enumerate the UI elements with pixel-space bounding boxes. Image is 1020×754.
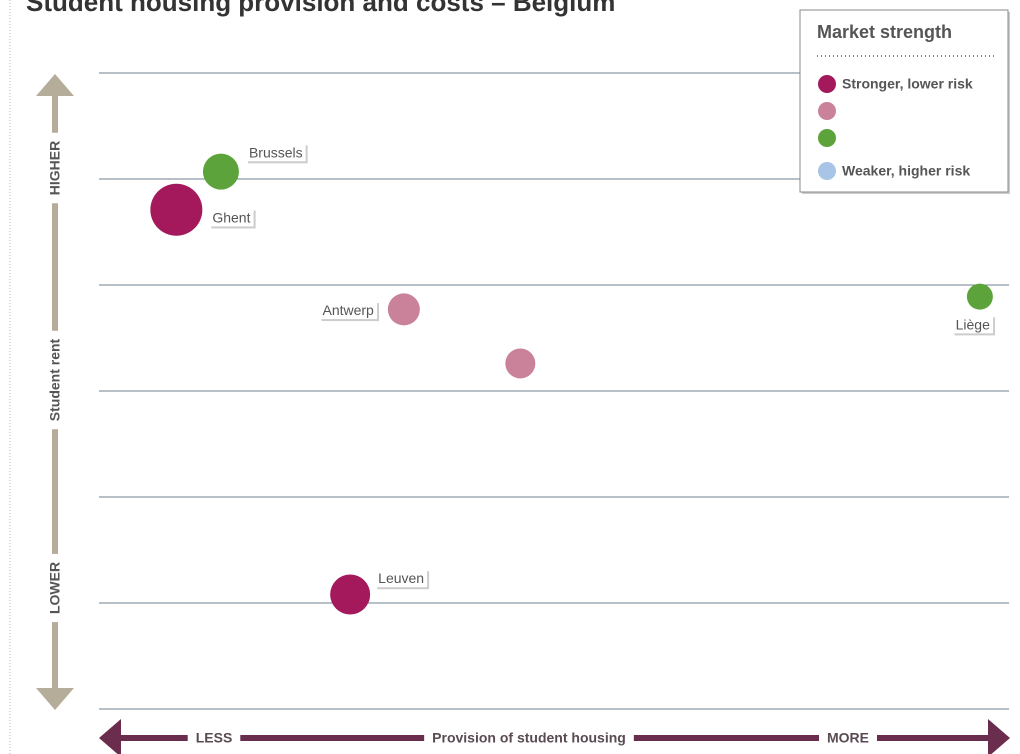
x-high-label-bg	[819, 727, 877, 749]
legend-label: Stronger, lower risk	[842, 76, 973, 92]
label-bg	[319, 301, 378, 320]
point-label: Antwerp	[322, 302, 374, 318]
legend-swatch	[818, 75, 836, 93]
y-axis-label: Student rent	[47, 338, 63, 421]
point-label-group: Antwerp	[319, 301, 380, 322]
legend-title: Market strength	[817, 22, 952, 42]
point-label-group: Leuven	[375, 569, 430, 590]
x-high-label: MORE	[827, 730, 869, 746]
point-label: Brussels	[249, 144, 303, 160]
bubble	[387, 293, 420, 326]
point-label-group: Liège	[952, 315, 996, 336]
y-high-label: HIGHER	[47, 141, 63, 195]
y-low-label-group: LOWER	[44, 553, 66, 623]
point-label-group: Brussels	[245, 143, 308, 164]
bubble	[505, 348, 536, 379]
y-low-label-bg	[44, 553, 66, 623]
x-axis-label-group: Provision of student housing	[424, 727, 634, 749]
legend-swatch	[818, 102, 836, 120]
y-axis-label-bg	[44, 330, 66, 430]
legend-box	[799, 9, 1009, 193]
label-bg	[245, 143, 306, 162]
x-high-label-group: MORE	[819, 727, 877, 749]
bubble	[150, 183, 203, 236]
label-bg	[375, 569, 428, 588]
point-label: Liège	[956, 316, 990, 332]
x-low-label-group: LESS	[187, 727, 241, 749]
bubble	[330, 574, 371, 615]
x-low-label: LESS	[196, 730, 233, 746]
y-high-label-group: HIGHER	[44, 132, 66, 204]
chart-title: Student housing provision and costs – Be…	[26, 0, 615, 17]
x-axis-label: Provision of student housing	[432, 730, 626, 746]
label-bg	[209, 208, 254, 227]
x-axis-label-bg	[424, 727, 634, 749]
point-label: Leuven	[378, 570, 424, 586]
x-low-label-bg	[187, 727, 241, 749]
bubble	[966, 283, 993, 310]
y-low-label: LOWER	[47, 562, 63, 614]
label-bg	[952, 315, 994, 334]
bubble	[202, 153, 239, 190]
legend-label: Weaker, higher risk	[842, 163, 970, 179]
legend-swatch	[818, 129, 836, 147]
y-axis-label-group: Student rent	[44, 330, 66, 430]
point-label: Ghent	[212, 209, 250, 225]
y-high-label-bg	[44, 132, 66, 204]
legend-swatch	[818, 162, 836, 180]
point-label-group: Ghent	[209, 208, 256, 229]
